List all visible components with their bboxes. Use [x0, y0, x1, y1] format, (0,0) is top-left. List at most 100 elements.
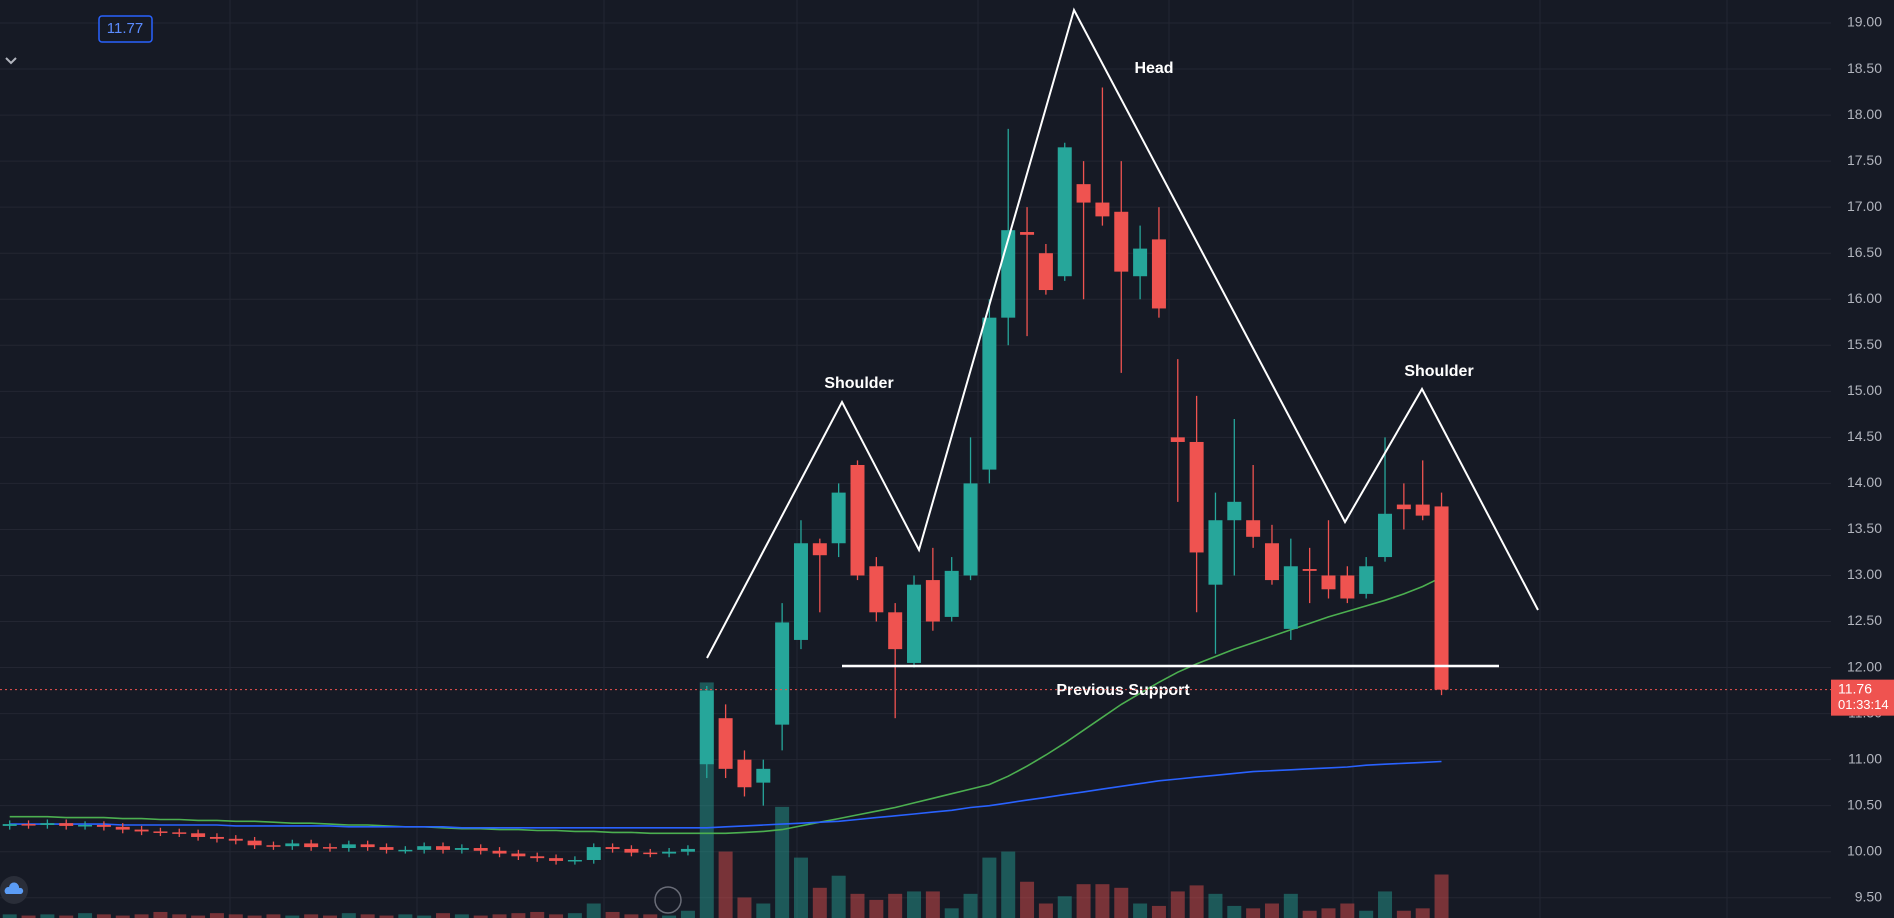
volume-bar — [812, 887, 827, 918]
earnings-marker[interactable] — [654, 886, 682, 914]
volume-bar — [1434, 874, 1449, 918]
y-tick-label: 19.00 — [1847, 14, 1882, 30]
collapse-icon[interactable] — [5, 57, 17, 65]
volume-bar — [1340, 903, 1355, 918]
volume-bar — [304, 914, 319, 918]
annotation: Shoulder — [1404, 363, 1473, 380]
candle-body — [1246, 520, 1261, 537]
candle-body — [454, 848, 469, 850]
volume-bar — [963, 893, 978, 918]
volume-bar — [78, 913, 93, 918]
candle-body — [1001, 230, 1016, 318]
volume-bar — [134, 914, 149, 918]
candle-body — [775, 622, 790, 725]
volume-bar — [228, 914, 243, 918]
candle-body — [21, 824, 36, 826]
volume-bar — [1396, 910, 1411, 918]
vertical-grid — [229, 0, 1728, 918]
candle-body — [812, 543, 827, 556]
volume-bar — [643, 914, 658, 918]
candle-body — [1283, 566, 1298, 629]
volume-bar — [1246, 908, 1261, 918]
candle-body — [96, 825, 111, 827]
volume-bar — [1189, 885, 1204, 918]
countdown-label: 01:33:14 — [1838, 697, 1889, 712]
volume-bar — [530, 911, 545, 918]
volume-bar — [1057, 896, 1072, 918]
candle-body — [1057, 147, 1072, 277]
y-tick-label: 12.00 — [1847, 658, 1882, 674]
y-tick-label: 17.50 — [1847, 152, 1882, 168]
price-axis: 9.5010.0010.5011.0011.5012.0012.5013.001… — [1847, 14, 1882, 905]
volume-bar — [1283, 893, 1298, 918]
y-tick-label: 16.00 — [1847, 290, 1882, 306]
candle-body — [228, 838, 243, 841]
candle-body — [473, 848, 488, 851]
volume-bar — [1378, 891, 1393, 918]
volume-bar — [718, 851, 733, 918]
volume-bar — [1151, 905, 1166, 918]
volume-bar — [172, 914, 187, 918]
volume-bar — [850, 893, 865, 918]
volume-bar — [982, 857, 997, 918]
candle-body — [850, 464, 865, 576]
candle-body — [1076, 184, 1091, 203]
volume-bar — [492, 914, 507, 918]
volume-bar — [322, 915, 337, 918]
candle-body — [624, 848, 639, 853]
candle-body — [379, 847, 394, 850]
volume-bar — [680, 910, 695, 918]
candle-body — [530, 856, 545, 859]
candle-body — [78, 825, 93, 827]
candle-body — [172, 832, 187, 834]
last-price-box — [1831, 679, 1894, 716]
y-tick-label: 17.00 — [1847, 198, 1882, 214]
y-tick-label: 11.00 — [1848, 750, 1882, 766]
volume-bar — [21, 915, 36, 918]
candle-body — [115, 826, 130, 830]
y-tick-label: 14.50 — [1847, 428, 1882, 444]
candle-body — [1170, 437, 1185, 442]
volume-bar — [1227, 905, 1242, 918]
volume-bar — [944, 908, 959, 918]
candle-body — [549, 858, 564, 861]
last-price-label: 11.76 — [1838, 680, 1872, 696]
candle-body — [1415, 504, 1430, 516]
candle-body — [1114, 211, 1129, 272]
candle-body — [1378, 513, 1393, 558]
volume-bar — [793, 857, 808, 918]
candle-body — [982, 317, 997, 470]
candle-body — [40, 823, 55, 826]
candle-body — [831, 492, 846, 544]
volume-bar — [511, 913, 526, 918]
pattern-drawing: Shoulder Head Shoulder Previous Support — [706, 7, 1539, 699]
volume-bar — [567, 913, 582, 918]
head-shoulders-line — [706, 7, 1539, 659]
volume-bar — [360, 914, 375, 918]
candle-body — [1321, 575, 1336, 590]
volume-bar — [341, 913, 356, 918]
volume-bar — [454, 914, 469, 918]
volume-bar — [831, 875, 846, 918]
volume-bar — [266, 914, 281, 918]
candle-body — [586, 847, 601, 860]
candle-body — [567, 859, 582, 862]
volume-bar — [59, 915, 74, 918]
candle-body — [643, 852, 658, 855]
candle-body — [1133, 248, 1148, 277]
candle-body — [59, 823, 74, 826]
volume-bar — [115, 915, 130, 918]
volume-bar — [1038, 903, 1053, 918]
volume-bar — [285, 915, 300, 918]
y-tick-label: 9.50 — [1855, 888, 1882, 904]
candle-body — [793, 543, 808, 640]
candle-body — [1302, 569, 1317, 571]
volume-bar — [1359, 910, 1374, 918]
candle-body — [341, 844, 356, 849]
volume-bar — [191, 915, 206, 918]
volume-bar — [473, 915, 488, 918]
candle-body — [266, 845, 281, 847]
candle-body — [662, 851, 677, 854]
